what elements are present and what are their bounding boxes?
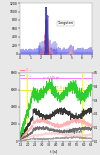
Text: Tungsten: Tungsten (67, 130, 83, 134)
Text: $n^*$ at 100 pts...: $n^*$ at 100 pts... (42, 74, 63, 82)
Text: Tungsten: Tungsten (57, 21, 74, 25)
Text: t [s]: t [s] (50, 149, 58, 153)
Text: $T_{e,a}$: $T_{e,a}$ (25, 67, 32, 74)
Text: $T_{e,b}$: $T_{e,b}$ (25, 72, 32, 80)
Text: $n^*(T,S)$ pts: $n^*(T,S)$ pts (52, 85, 69, 93)
